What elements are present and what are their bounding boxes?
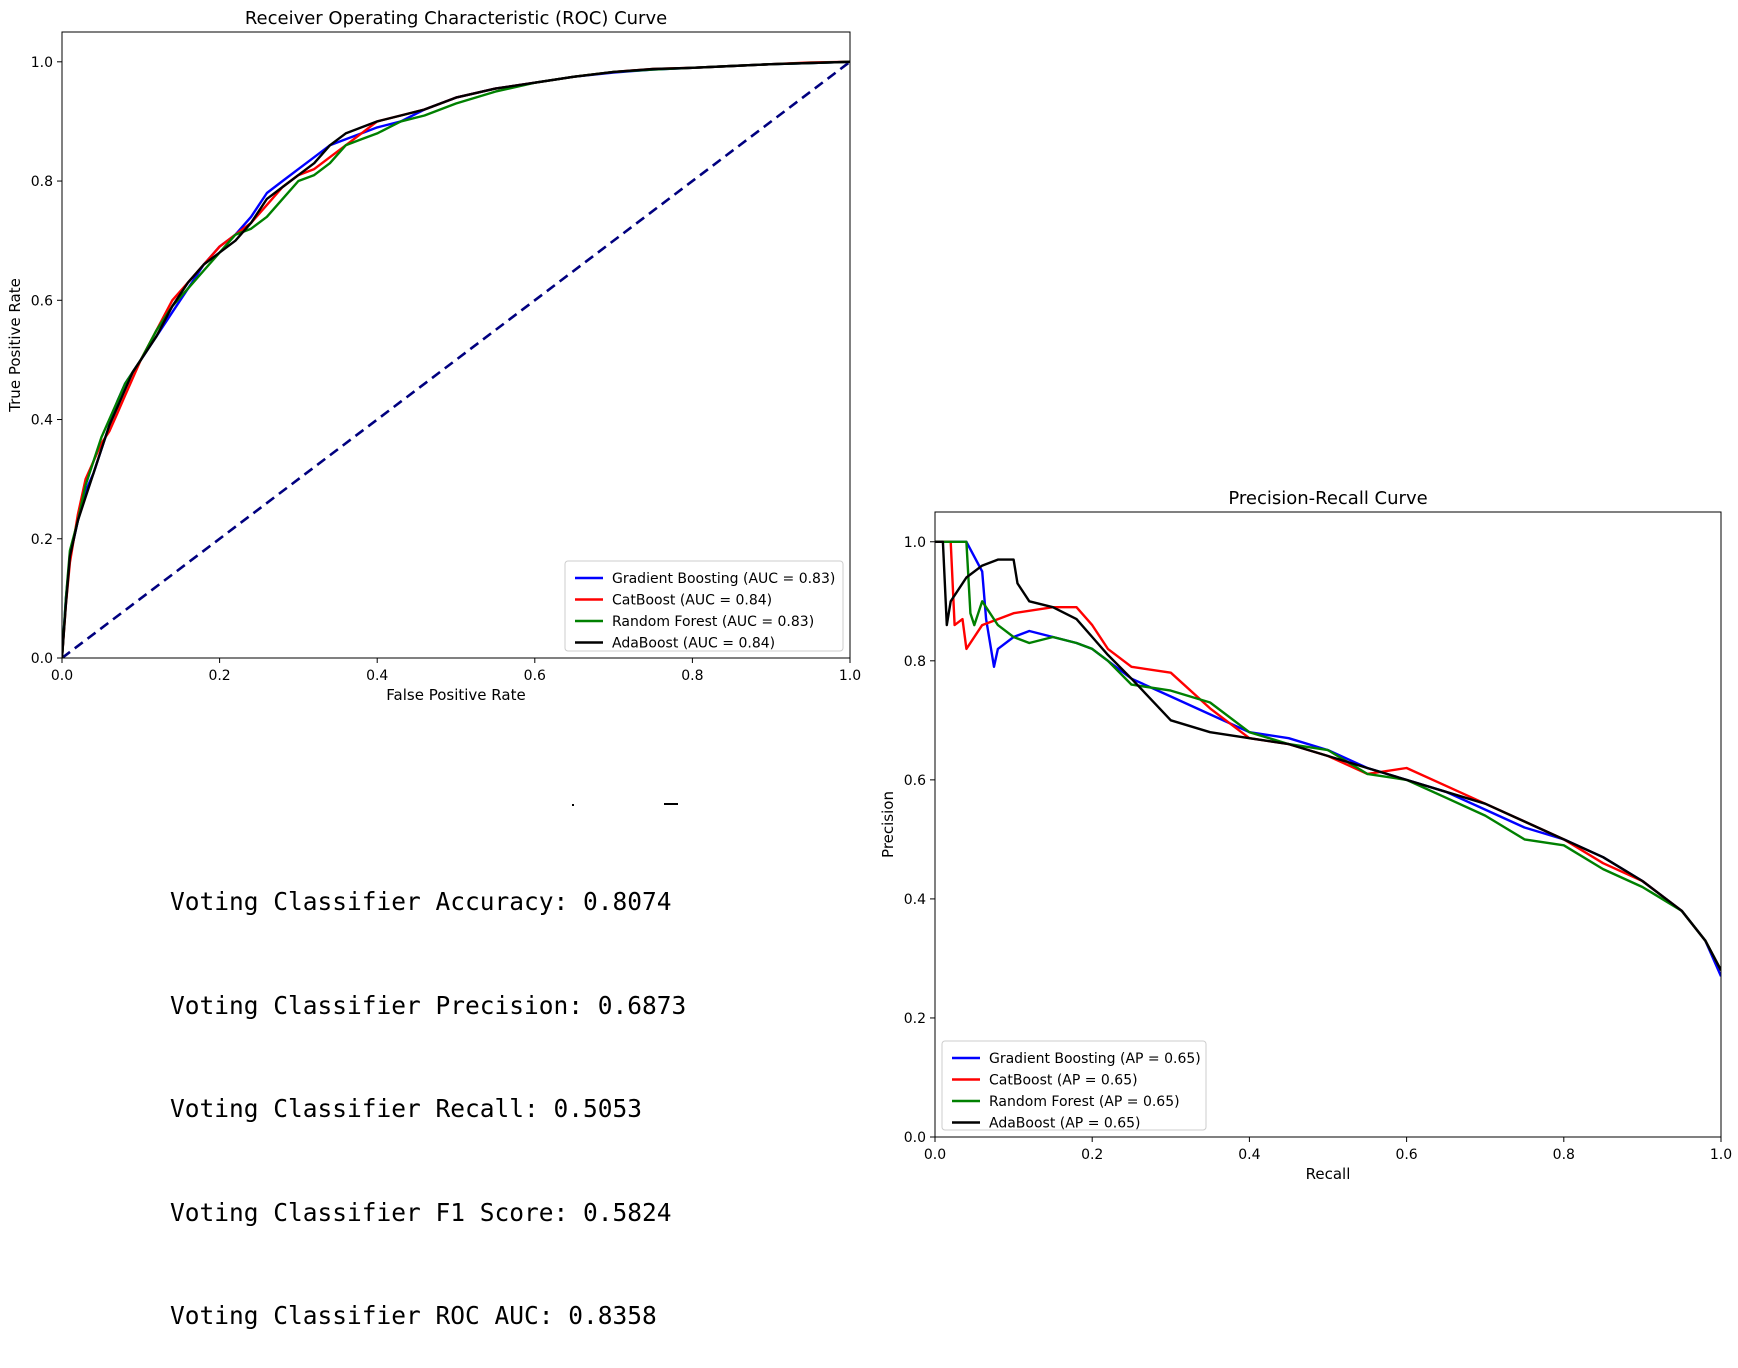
metric-accuracy: Voting Classifier Accuracy: 0.8074 bbox=[170, 887, 672, 916]
x-tick-label: 1.0 bbox=[839, 668, 861, 684]
x-tick-label: 0.0 bbox=[924, 1147, 946, 1163]
y-tick-label: 0.8 bbox=[31, 174, 53, 190]
y-tick-label: 0.4 bbox=[904, 892, 926, 908]
series-line-adaboost bbox=[935, 540, 1721, 971]
x-tick-label: 0.8 bbox=[681, 668, 703, 684]
y-tick-label: 0.2 bbox=[904, 1011, 926, 1027]
legend-box bbox=[941, 1040, 1207, 1131]
y-tick-label: 0.6 bbox=[904, 773, 926, 789]
legend-label-gradient-boosting: Gradient Boosting (AUC = 0.83) bbox=[612, 571, 835, 587]
crop-artifact-dash bbox=[664, 803, 678, 805]
y-tick-label: 0.0 bbox=[904, 1130, 926, 1146]
legend-label-adaboost: AdaBoost (AP = 0.65) bbox=[989, 1116, 1141, 1132]
legend-label-catboost: CatBoost (AP = 0.65) bbox=[989, 1073, 1138, 1089]
x-tick-label: 0.4 bbox=[366, 668, 388, 684]
y-axis-label: Precision bbox=[879, 791, 897, 858]
x-axis-label: Recall bbox=[1306, 1165, 1351, 1183]
legend-label-random-forest: Random Forest (AUC = 0.83) bbox=[612, 614, 814, 630]
x-tick-label: 0.6 bbox=[1395, 1147, 1417, 1163]
plot-area bbox=[62, 60, 850, 658]
y-tick-label: 0.2 bbox=[31, 532, 53, 548]
x-axis-label: False Positive Rate bbox=[386, 686, 525, 704]
roc-chart: Receiver Operating Characteristic (ROC) … bbox=[6, 8, 861, 704]
voting-classifier-metrics: Voting Classifier Accuracy: 0.8074 Votin… bbox=[170, 816, 686, 1368]
y-tick-label: 0.6 bbox=[31, 293, 53, 309]
legend-label-random-forest: Random Forest (AP = 0.65) bbox=[989, 1094, 1180, 1110]
x-tick-label: 0.6 bbox=[524, 668, 546, 684]
chart-title: Receiver Operating Characteristic (ROC) … bbox=[245, 8, 667, 29]
metric-recall: Voting Classifier Recall: 0.5053 bbox=[170, 1094, 643, 1123]
legend-label-catboost: CatBoost (AUC = 0.84) bbox=[612, 593, 772, 609]
plot-area bbox=[935, 540, 1721, 977]
axes-frame bbox=[61, 31, 851, 659]
figure: Receiver Operating Characteristic (ROC) … bbox=[6, 8, 1732, 1183]
chart-title: Precision-Recall Curve bbox=[1228, 488, 1427, 509]
axes-frame bbox=[934, 511, 1722, 1138]
text-crop-artifacts bbox=[572, 800, 682, 810]
y-tick-label: 0.4 bbox=[31, 413, 53, 429]
legend: Gradient Boosting (AUC = 0.83) CatBoost (… bbox=[564, 560, 844, 652]
metric-roc-auc: Voting Classifier ROC AUC: 0.8358 bbox=[170, 1301, 657, 1330]
y-axis-label: True Positive Rate bbox=[6, 278, 24, 413]
precision-recall-chart: Precision-Recall Curve 0.0 0.2 0.4 0.6 0.8 1.0… bbox=[879, 488, 1732, 1183]
chance-diagonal-line bbox=[62, 60, 850, 658]
metric-precision: Voting Classifier Precision: 0.6873 bbox=[170, 990, 687, 1020]
series-line-catboost bbox=[935, 540, 1721, 971]
x-tick-label: 1.0 bbox=[1710, 1147, 1732, 1163]
x-tick-label: 0.0 bbox=[51, 668, 73, 684]
legend: Gradient Boosting (AP = 0.65) CatBoost (A… bbox=[941, 1040, 1207, 1132]
legend-label-gradient-boosting: Gradient Boosting (AP = 0.65) bbox=[989, 1051, 1201, 1067]
metric-f1-score: Voting Classifier F1 Score: 0.5824 bbox=[170, 1197, 672, 1227]
y-tick-label: 0.8 bbox=[904, 654, 926, 670]
y-tick-label: 0.0 bbox=[31, 651, 53, 667]
x-tick-label: 0.2 bbox=[1081, 1147, 1103, 1163]
legend-box bbox=[564, 560, 844, 652]
x-tick-label: 0.4 bbox=[1238, 1147, 1260, 1163]
y-tick-label: 1.0 bbox=[31, 55, 53, 71]
series-line-adaboost bbox=[62, 60, 850, 658]
legend-label-adaboost: AdaBoost (AUC = 0.84) bbox=[612, 636, 775, 652]
crop-artifact-dot bbox=[572, 804, 574, 806]
y-tick-label: 1.0 bbox=[904, 535, 926, 551]
series-line-random-forest bbox=[935, 540, 1721, 971]
x-tick-label: 0.2 bbox=[208, 668, 230, 684]
x-tick-label: 0.8 bbox=[1553, 1147, 1575, 1163]
